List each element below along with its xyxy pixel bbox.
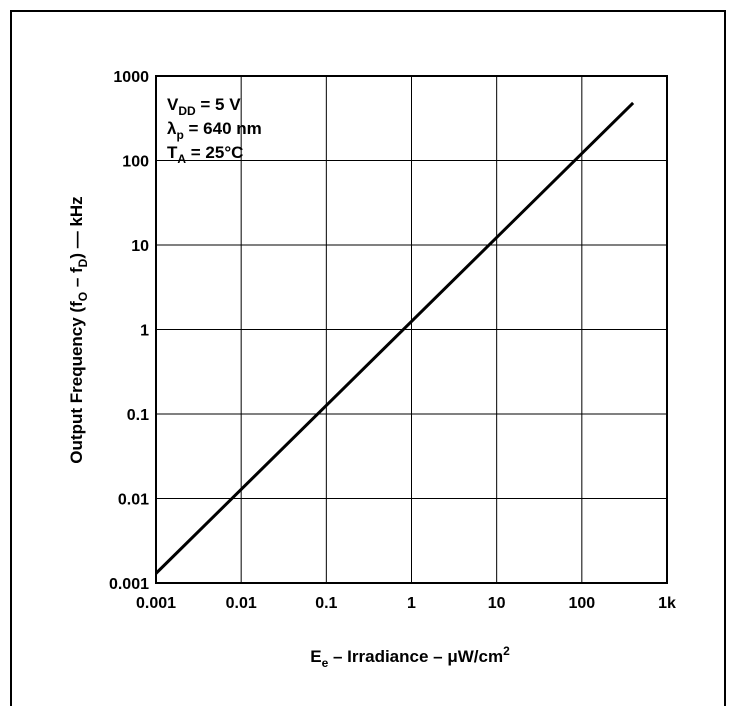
x-axis-label-rest: – Irradiance – μW/cm: [328, 647, 503, 666]
y-axis-label-sub1: O: [76, 292, 90, 301]
y-axis-label: Output Frequency (fO – fD) — kHz: [67, 196, 90, 463]
y-axis-label-b: – f: [67, 267, 86, 292]
x-tick-label: 1: [407, 595, 416, 612]
condition-main: T: [167, 143, 178, 162]
x-axis-label: Ee – Irradiance – μW/cm2: [310, 644, 510, 670]
x-tick-label: 0.01: [226, 595, 257, 612]
y-tick-labels: 0.001 0.01 0.1 1 10 100 1000: [109, 69, 149, 593]
condition-main: V: [167, 95, 179, 114]
x-tick-label: 0.1: [315, 595, 337, 612]
x-tick-label: 0.001: [136, 595, 176, 612]
condition-value: = 640 nm: [184, 119, 262, 138]
y-tick-label: 1: [140, 323, 149, 340]
x-tick-label: 100: [568, 595, 595, 612]
condition-main: λ: [167, 119, 177, 138]
series-line: [154, 101, 635, 575]
condition-sub: A: [177, 152, 186, 166]
figure-frame: [10, 10, 726, 706]
y-axis-label-c: ) — kHz: [67, 196, 86, 258]
y-tick-label: 0.01: [118, 492, 149, 509]
condition-value: = 25°C: [186, 143, 243, 162]
y-tick-label: 10: [131, 238, 149, 255]
y-tick-label: 100: [122, 154, 149, 171]
y-axis-label-sub2: D: [76, 258, 90, 267]
grid: [156, 76, 667, 583]
y-tick-label: 1000: [113, 69, 149, 86]
condition-sub: DD: [178, 104, 196, 118]
y-tick-label: 0.1: [127, 407, 149, 424]
series-group: [154, 101, 635, 575]
x-axis-label-sup: 2: [503, 644, 510, 658]
plot-border: [155, 75, 668, 584]
condition-line: TA = 25°C: [167, 143, 243, 166]
y-tick-label: 0.001: [109, 576, 149, 593]
x-axis-label-main: E: [310, 647, 321, 666]
condition-line: VDD = 5 V: [167, 95, 241, 118]
x-tick-label: 10: [488, 595, 506, 612]
y-axis-label-a: Output Frequency (f: [67, 301, 86, 464]
condition-line: λp = 640 nm: [167, 119, 262, 142]
condition-value: = 5 V: [196, 95, 242, 114]
x-axis-label-sub: e: [322, 656, 329, 670]
x-tick-labels: 0.001 0.01 0.1 1 10 100 1k: [136, 595, 676, 612]
x-tick-label: 1k: [658, 595, 676, 612]
condition-sub: p: [176, 128, 183, 142]
